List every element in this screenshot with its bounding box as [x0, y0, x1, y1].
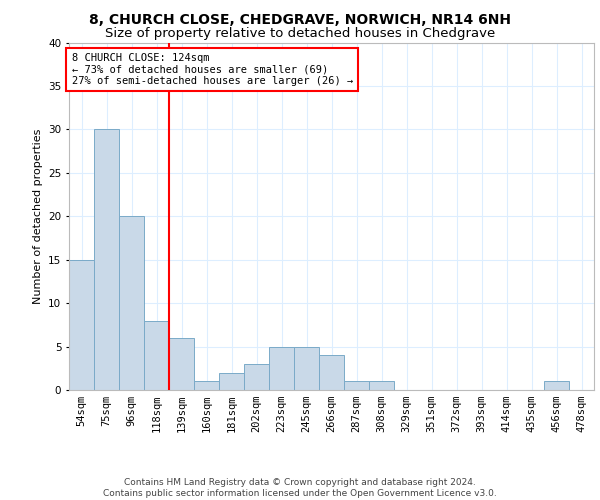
Bar — [69, 260, 94, 390]
Bar — [94, 130, 119, 390]
Bar — [294, 346, 319, 390]
Bar — [544, 382, 569, 390]
Bar — [369, 382, 394, 390]
Bar — [244, 364, 269, 390]
Bar — [194, 382, 219, 390]
Bar — [144, 320, 169, 390]
Bar — [344, 382, 369, 390]
Bar — [169, 338, 194, 390]
Text: 8 CHURCH CLOSE: 124sqm
← 73% of detached houses are smaller (69)
27% of semi-det: 8 CHURCH CLOSE: 124sqm ← 73% of detached… — [71, 53, 353, 86]
Bar — [319, 355, 344, 390]
Text: Contains HM Land Registry data © Crown copyright and database right 2024.
Contai: Contains HM Land Registry data © Crown c… — [103, 478, 497, 498]
Text: 8, CHURCH CLOSE, CHEDGRAVE, NORWICH, NR14 6NH: 8, CHURCH CLOSE, CHEDGRAVE, NORWICH, NR1… — [89, 12, 511, 26]
Text: Size of property relative to detached houses in Chedgrave: Size of property relative to detached ho… — [105, 28, 495, 40]
Bar — [119, 216, 144, 390]
Y-axis label: Number of detached properties: Number of detached properties — [32, 128, 43, 304]
Bar — [269, 346, 294, 390]
Bar — [219, 372, 244, 390]
